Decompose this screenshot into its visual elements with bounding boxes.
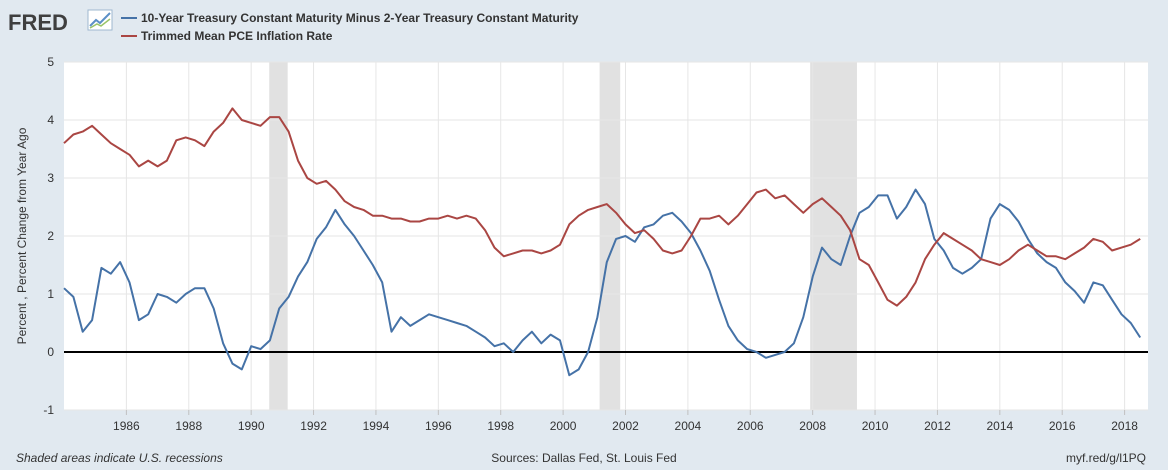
x-tick-label: 2014 — [986, 419, 1013, 433]
series-line-0[interactable] — [63, 188, 1142, 377]
y-tick-label: 4 — [47, 113, 54, 127]
x-tick-label: 1986 — [113, 419, 140, 433]
x-tick-label: 2010 — [862, 419, 889, 433]
x-tick-label: 1990 — [238, 419, 265, 433]
grid-lines — [64, 61, 1148, 411]
x-tick-label: 2016 — [1049, 419, 1076, 433]
legend-label-spread: 10-Year Treasury Constant Maturity Minus… — [141, 11, 579, 25]
x-tick-label: 2018 — [1111, 419, 1138, 433]
y-axis-ticks: -1 0 1 2 3 4 5 — [43, 55, 54, 417]
y-tick-label: 5 — [47, 55, 54, 69]
x-tick-label: 2006 — [737, 419, 764, 433]
legend-item-spread[interactable]: 10-Year Treasury Constant Maturity Minus… — [121, 11, 579, 25]
x-tick-label: 2004 — [675, 419, 702, 433]
fred-graph-icon — [87, 9, 113, 31]
sources-text: Sources: Dallas Fed, St. Louis Fed — [491, 451, 676, 465]
y-tick-label: 2 — [47, 229, 54, 243]
x-tick-label: 1988 — [175, 419, 202, 433]
x-axis-ticks: 1986 1988 1990 1992 1994 1996 1998 2000 2002 2004… — [113, 410, 1138, 433]
fred-logo[interactable]: FRED — [8, 9, 113, 35]
legend-item-pce[interactable]: Trimmed Mean PCE Inflation Rate — [121, 29, 333, 43]
x-tick-label: 1992 — [300, 419, 327, 433]
x-tick-label: 2008 — [799, 419, 826, 433]
y-tick-label: 3 — [47, 171, 54, 185]
x-tick-label: 2000 — [550, 419, 577, 433]
y-tick-label: 0 — [47, 345, 54, 359]
y-tick-label: -1 — [43, 403, 54, 417]
recession-note: Shaded areas indicate U.S. recessions — [16, 451, 223, 465]
legend-label-pce: Trimmed Mean PCE Inflation Rate — [141, 29, 333, 43]
legend: 10-Year Treasury Constant Maturity Minus… — [121, 11, 579, 43]
fred-logo-text: FRED — [8, 10, 68, 35]
x-tick-label: 1996 — [425, 419, 452, 433]
x-tick-label: 2012 — [924, 419, 951, 433]
y-axis-title: Percent , Percent Change from Year Ago — [15, 127, 29, 344]
y-tick-label: 1 — [47, 287, 54, 301]
x-tick-label: 2002 — [612, 419, 639, 433]
series-line-1[interactable] — [63, 107, 1141, 307]
data-lines — [63, 107, 1142, 377]
x-tick-label: 1994 — [363, 419, 390, 433]
x-tick-label: 1998 — [487, 419, 514, 433]
short-link[interactable]: myf.red/g/l1PQ — [1066, 451, 1146, 465]
